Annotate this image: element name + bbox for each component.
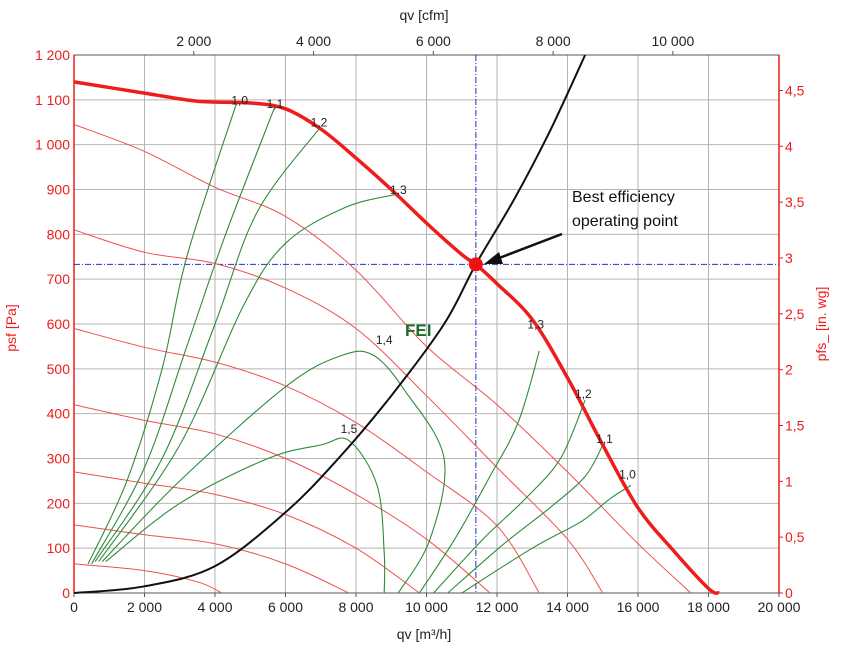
fei-curve-label: 1,4: [376, 333, 393, 347]
speed-curve: [73, 563, 223, 594]
y-right-axis-title: pfs_ [in. wg]: [813, 287, 829, 362]
x-top-tick-label: 4 000: [296, 33, 331, 49]
speed-curve: [73, 124, 692, 594]
y-left-tick-label: 200: [47, 495, 71, 511]
system-curve: [73, 54, 587, 594]
system-curve-group: [73, 54, 587, 594]
fei-curve-label: 1,3: [527, 317, 544, 331]
y-left-tick-label: 700: [47, 271, 71, 287]
speed-curve: [73, 404, 491, 594]
fei-contour: [105, 437, 386, 594]
y-left-tick-label: 1 000: [35, 137, 70, 153]
x-top-tick-label: 6 000: [416, 33, 451, 49]
y-right-tick-label: 0,5: [785, 529, 805, 545]
fei-curve-label: 1,1: [267, 97, 284, 111]
y-left-tick-label: 600: [47, 316, 71, 332]
fei-contour: [101, 350, 446, 594]
main-fan-curve-group: [73, 80, 720, 595]
y-left-tick-label: 500: [47, 361, 71, 377]
speed-curve: [73, 524, 350, 594]
x-top-tick-label: 10 000: [651, 33, 694, 49]
fei-contour: [418, 350, 540, 594]
x-bottom-axis-title: qv [m³/h]: [397, 626, 451, 642]
y-right-tick-label: 4: [785, 138, 793, 154]
fei-curve-label: 1,5: [341, 422, 358, 436]
x-bottom-tick-label: 20 000: [758, 599, 801, 615]
x-bottom-tick-label: 6 000: [268, 599, 303, 615]
fei-contour: [447, 444, 604, 594]
fei-curve-label: 1,2: [311, 116, 328, 130]
annotation-arrow-line: [493, 232, 563, 262]
x-top-tick-label: 2 000: [176, 33, 211, 49]
fei-curve-label: 1,1: [596, 432, 613, 446]
x-bottom-tick-label: 8 000: [338, 599, 373, 615]
x-bottom-tick-label: 2 000: [127, 599, 162, 615]
fei-curve-label: 1,2: [575, 387, 592, 401]
speed-curve: [73, 328, 540, 594]
y-right-tick-label: 2,5: [785, 306, 805, 322]
y-right-tick-label: 4,5: [785, 82, 805, 98]
fei-contour: [461, 484, 632, 594]
fei-curve-label: 1,0: [231, 93, 248, 107]
fei-label: FEI: [405, 321, 431, 340]
x-top-axis-title: qv [cfm]: [399, 7, 448, 23]
fei-contour: [87, 104, 237, 565]
fei-curve-label: 1,3: [390, 183, 407, 197]
y-left-tick-label: 100: [47, 540, 71, 556]
fei-contour: [94, 126, 322, 562]
fei-contour: [98, 193, 399, 562]
y-left-tick-label: 1 200: [35, 47, 70, 63]
y-right-tick-label: 0: [785, 585, 793, 601]
fei-contour: [91, 106, 276, 565]
y-right-tick-label: 2: [785, 362, 793, 378]
x-bottom-tick-label: 4 000: [197, 599, 232, 615]
fei-contours: [87, 104, 632, 594]
y-right-tick-label: 3: [785, 250, 793, 266]
annotation-group: Best efficiency operating point FEI: [405, 189, 678, 340]
y-left-tick-label: 900: [47, 182, 71, 198]
curve-labels: 1,0 1,1 1,2 1,3 1,4 1,5 1,3 1,2 1,1 1,0: [231, 93, 636, 481]
annotation-line-2: operating point: [572, 213, 678, 230]
fei-curve-label: 1,0: [619, 468, 636, 482]
speed-curves: [73, 124, 692, 594]
y-right-tick-label: 3,5: [785, 194, 805, 210]
operating-point: [468, 257, 483, 272]
main-fan-curve: [73, 80, 720, 595]
x-bottom-tick-label: 10 000: [405, 599, 448, 615]
x-bottom-tick-label: 18 000: [687, 599, 730, 615]
annotation-line-1: Best efficiency: [572, 189, 675, 206]
y-left-tick-label: 800: [47, 226, 71, 242]
x-bottom-tick-label: 12 000: [476, 599, 519, 615]
y-left-tick-label: 0: [62, 585, 70, 601]
y-right-tick-label: 1: [785, 473, 793, 489]
y-right-tick-label: 1,5: [785, 417, 805, 433]
annotation-arrow-head: [484, 252, 503, 264]
x-bottom-tick-label: 14 000: [546, 599, 589, 615]
speed-curve: [73, 229, 604, 594]
y-left-tick-label: 1 100: [35, 92, 70, 108]
x-top-tick-label: 8 000: [536, 33, 571, 49]
y-left-tick-label: 300: [47, 451, 71, 467]
y-left-tick-label: 400: [47, 406, 71, 422]
x-bottom-tick-label: 16 000: [617, 599, 660, 615]
y-left-axis-title: psf [Pa]: [3, 304, 19, 351]
x-bottom-tick-label: 0: [70, 599, 78, 615]
fei-contour: [433, 399, 586, 594]
